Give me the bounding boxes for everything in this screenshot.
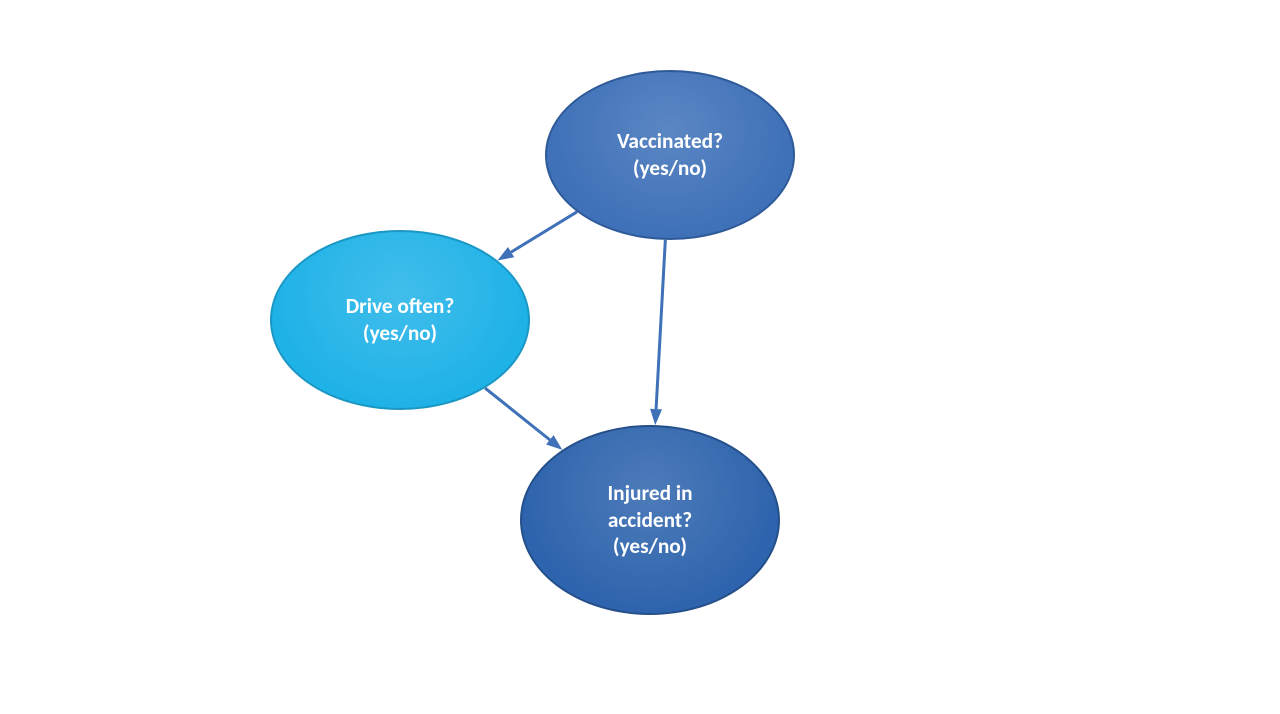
edge-vaccinated-to-injured — [656, 240, 665, 409]
node-injured: Injured in accident? (yes/no) — [520, 425, 780, 615]
node-drive: Drive often? (yes/no) — [270, 230, 530, 410]
arrowhead-icon — [546, 435, 562, 450]
edge-vaccinated-to-drive — [511, 212, 577, 252]
arrowhead-icon — [650, 409, 662, 425]
node-vaccinated: Vaccinated? (yes/no) — [545, 70, 795, 240]
node-injured-label-1: Injured in — [607, 480, 692, 507]
node-vaccinated-label-2: (yes/no) — [617, 155, 723, 182]
node-injured-label-2: accident? — [607, 507, 692, 534]
node-drive-label-1: Drive often? — [346, 293, 455, 320]
arrowhead-icon — [497, 247, 514, 260]
node-vaccinated-label-1: Vaccinated? — [617, 128, 723, 155]
node-drive-label-2: (yes/no) — [346, 320, 455, 347]
edge-drive-to-injured — [485, 388, 550, 440]
node-injured-label-3: (yes/no) — [607, 533, 692, 560]
